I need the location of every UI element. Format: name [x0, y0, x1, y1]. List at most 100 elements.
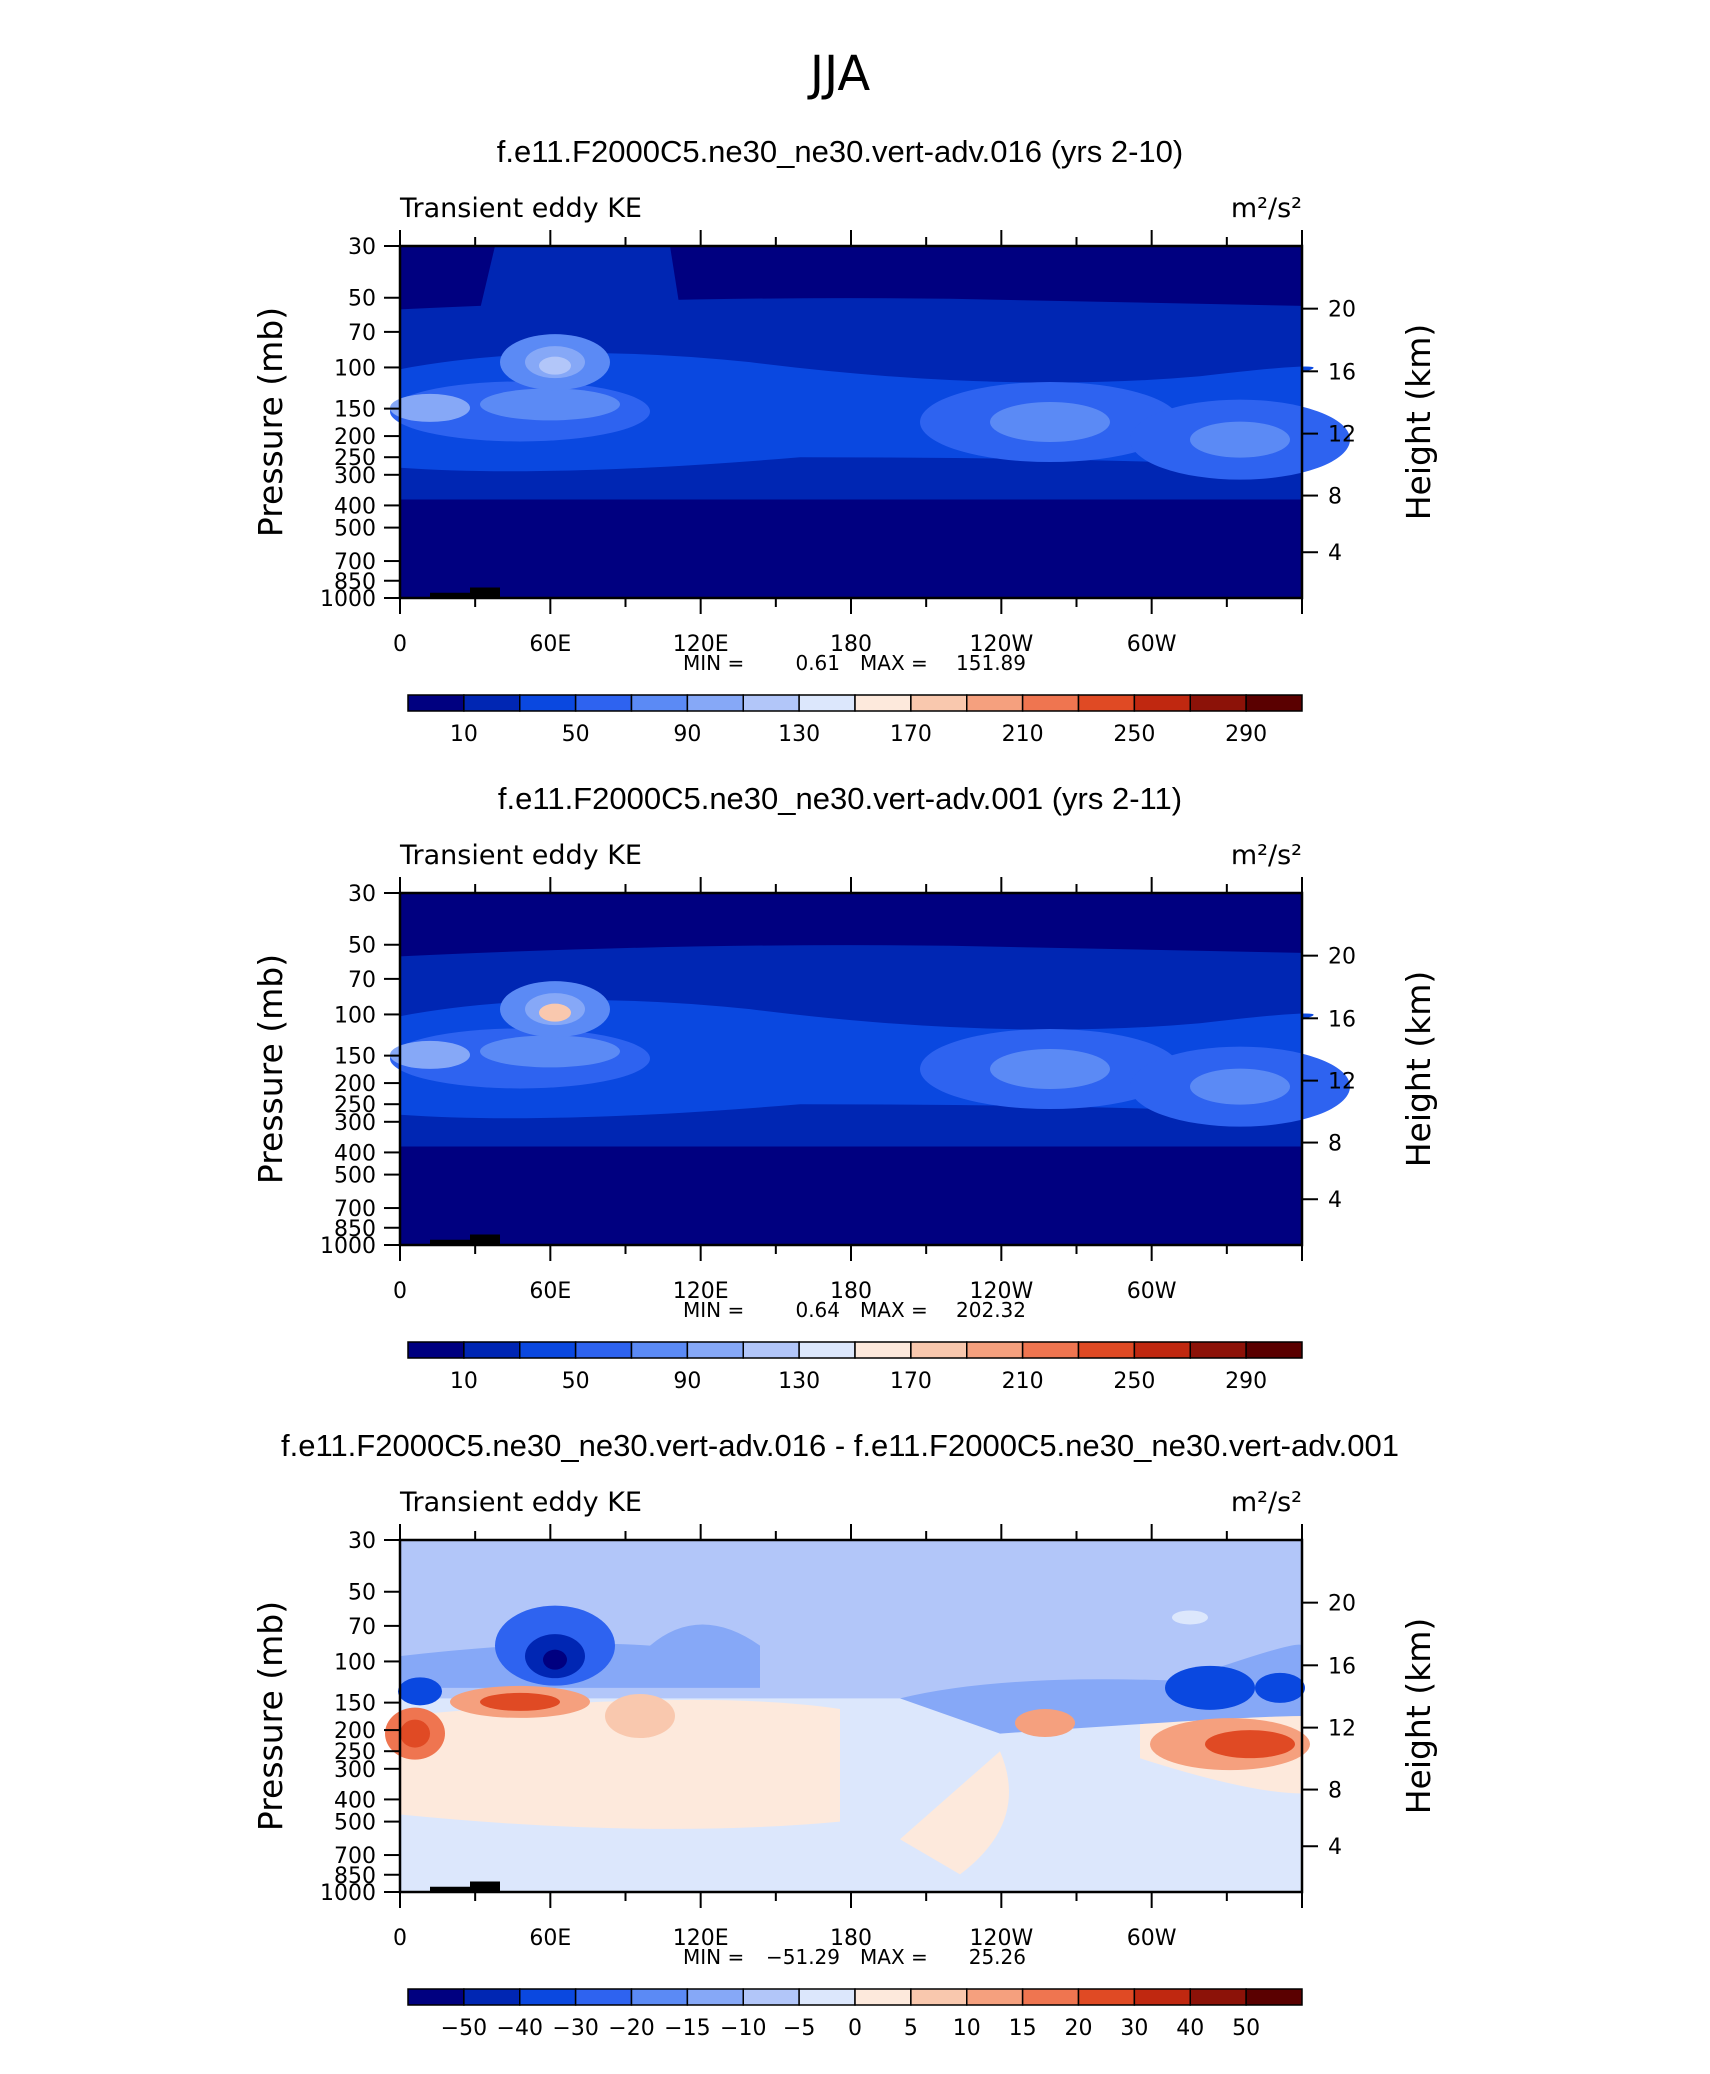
- min-label: MIN =: [683, 1945, 744, 1969]
- colorbar-box: [798, 694, 856, 712]
- max-value: 202.32: [956, 1298, 1026, 1322]
- y-tick-label: 250: [334, 1740, 376, 1765]
- colorbar-box: [854, 1341, 912, 1359]
- panel-title: f.e11.F2000C5.ne30_ne30.vert-adv.016 - f…: [281, 1428, 1399, 1463]
- colorbar-box: [407, 694, 465, 712]
- colorbar-box: [1077, 1341, 1136, 1359]
- colorbar-box: [1021, 1341, 1080, 1359]
- variable-label: Transient eddy KE: [399, 840, 642, 871]
- colorbar-box: [574, 694, 633, 712]
- colorbar-label: 90: [673, 1369, 701, 1394]
- colorbar-label: 5: [904, 2016, 918, 2041]
- y-tick-label: 150: [334, 1692, 376, 1717]
- colorbar-label: 170: [890, 1369, 932, 1394]
- colorbar-box: [742, 694, 800, 712]
- y-tick-label: 700: [334, 1844, 376, 1869]
- y-tick-label: 1000: [320, 1234, 376, 1259]
- colorbar-box: [1133, 1988, 1191, 2006]
- min-label: MIN =: [683, 651, 744, 675]
- y-tick-label: 200: [334, 1072, 376, 1097]
- y-tick-label: 50: [348, 287, 376, 312]
- contour-region: [900, 1644, 1302, 1734]
- x-tick-label: 120E: [673, 1926, 729, 1951]
- y-tick-label: 250: [334, 1093, 376, 1118]
- panel-1: f.e11.F2000C5.ne30_ne30.vert-adv.016 (yr…: [251, 134, 1438, 747]
- y-tick-label: 400: [334, 1788, 376, 1813]
- colorbar-box: [1245, 1988, 1303, 2006]
- y-tick-label: 100: [334, 1003, 376, 1028]
- contour-region: [539, 356, 571, 375]
- x-tick-label: 0: [393, 1926, 407, 1951]
- x-tick-label: 180: [830, 1926, 872, 1951]
- y-tick-label: 30: [348, 1529, 376, 1554]
- contour-region: [480, 1035, 620, 1068]
- y-right-axis-label: Height (km): [1399, 1618, 1438, 1815]
- x-tick-label: 180: [830, 1279, 872, 1304]
- colorbar-box: [574, 1988, 633, 2006]
- x-tick-label: 120E: [673, 1279, 729, 1304]
- contour-region: [1205, 1730, 1295, 1759]
- colorbar-box: [686, 1988, 744, 2006]
- colorbar-label: −10: [720, 2016, 766, 2041]
- colorbar-label: 250: [1113, 1369, 1155, 1394]
- contour-region: [400, 1214, 650, 1245]
- colorbar-label: 90: [673, 722, 701, 747]
- contour-region: [800, 525, 1302, 598]
- contour-region: [539, 1003, 571, 1022]
- y-tick-label: 150: [334, 398, 376, 423]
- colorbar-label: 50: [562, 722, 590, 747]
- min-value: 0.64: [795, 1298, 840, 1322]
- colorbar-box: [742, 1341, 800, 1359]
- colorbar-box: [519, 694, 577, 712]
- colorbar-box: [1189, 694, 1247, 712]
- y-tick-label: 300: [334, 1111, 376, 1136]
- y-right-tick-label: 12: [1328, 423, 1356, 448]
- colorbar-box: [463, 1341, 521, 1359]
- y-tick-label: 250: [334, 446, 376, 471]
- colorbar-box: [1245, 694, 1303, 712]
- colorbar-box: [1021, 1988, 1080, 2006]
- contour-region: [390, 393, 470, 422]
- y-right-tick-label: 8: [1328, 1132, 1342, 1157]
- colorbar-label: 40: [1176, 2016, 1204, 2041]
- contour-region: [543, 1649, 567, 1670]
- min-value: −51.29: [766, 1945, 840, 1969]
- y-tick-label: 100: [334, 1650, 376, 1675]
- colorbar-box: [463, 1988, 521, 2006]
- y-tick-label: 70: [348, 1615, 376, 1640]
- y-tick-label: 150: [334, 1045, 376, 1070]
- contour-region: [605, 1694, 675, 1738]
- y-tick-label: 400: [334, 494, 376, 519]
- y-tick-label: 1000: [320, 587, 376, 612]
- x-tick-label: 180: [830, 632, 872, 657]
- colorbar-box: [407, 1341, 465, 1359]
- y-tick-label: 300: [334, 464, 376, 489]
- contour-region: [900, 1751, 1009, 1875]
- contour-region: [480, 388, 620, 421]
- colorbar-box: [798, 1988, 856, 2006]
- y-tick-label: 850: [334, 1217, 376, 1242]
- contour-region: [1165, 1665, 1255, 1710]
- contour-region: [1255, 1672, 1305, 1703]
- panel-3: f.e11.F2000C5.ne30_ne30.vert-adv.016 - f…: [251, 1428, 1438, 2041]
- units-label: m²/s²: [1231, 193, 1302, 224]
- season-title: JJA: [807, 46, 870, 102]
- topography: [430, 1234, 500, 1245]
- y-tick-label: 850: [334, 570, 376, 595]
- y-tick-label: 700: [334, 1197, 376, 1222]
- contour-region: [480, 1692, 560, 1711]
- x-tick-label: 120E: [673, 632, 729, 657]
- colorbar-box: [910, 1988, 968, 2006]
- contour-region: [390, 1040, 470, 1069]
- colorbar-box: [686, 1341, 744, 1359]
- colorbar-label: 170: [890, 722, 932, 747]
- contour-region: [400, 1719, 430, 1748]
- colorbar-label: 20: [1065, 2016, 1093, 2041]
- colorbar-box: [630, 1988, 689, 2006]
- colorbar-label: 250: [1113, 722, 1155, 747]
- y-tick-label: 100: [334, 356, 376, 381]
- y-tick-label: 400: [334, 1141, 376, 1166]
- y-right-axis-label: Height (km): [1399, 971, 1438, 1168]
- colorbar-box: [1245, 1341, 1303, 1359]
